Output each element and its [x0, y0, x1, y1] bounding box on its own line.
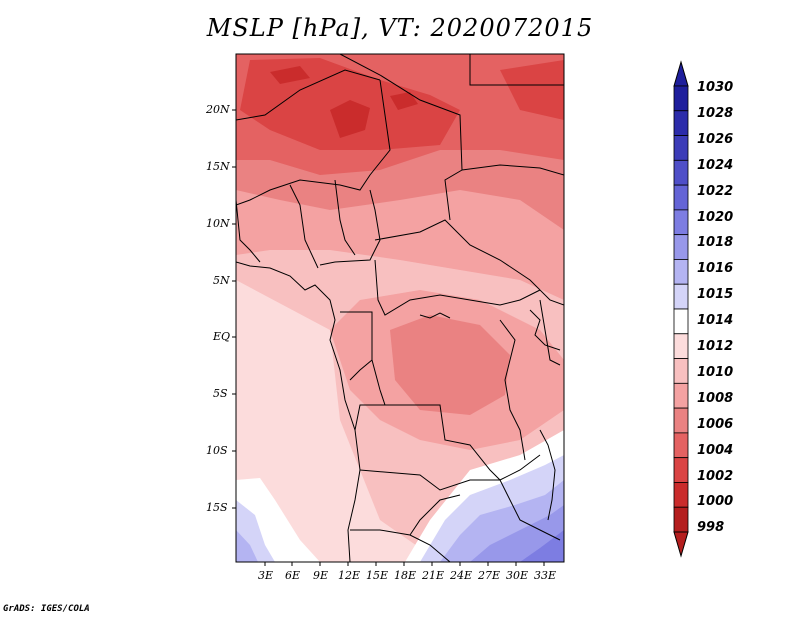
map-title: MSLP [hPa], VT: 2020072015 [206, 14, 594, 42]
colorbar-swatch [673, 283, 689, 310]
lat-label-5s: 5S [213, 387, 228, 400]
colorbar-label: 1018 [697, 235, 734, 251]
colorbar-label: 998 [697, 520, 725, 536]
colorbar-label: 1006 [697, 416, 734, 432]
colorbar-swatch [673, 506, 689, 533]
colorbar-label: 1026 [697, 131, 734, 147]
grads-credit: GrADS: IGES/COLA [3, 604, 90, 614]
lon-label-33e: 33E [534, 569, 557, 582]
lon-label-30e: 30E [506, 569, 529, 582]
lon-label-9e: 9E [313, 569, 329, 582]
lat-label-15n: 15N [206, 160, 230, 173]
colorbar-swatch [673, 407, 689, 434]
colorbar-label: 1008 [697, 390, 734, 406]
colorbar-label: 1015 [697, 287, 734, 303]
lat-label-10s: 10S [206, 444, 228, 457]
lat-label-15s: 15S [206, 501, 228, 514]
colorbar-swatch [673, 159, 689, 186]
lon-label-15e: 15E [366, 569, 389, 582]
lat-label-eq: EQ [213, 330, 231, 343]
lon-label-3e: 3E [258, 569, 274, 582]
colorbar-top-arrow [673, 60, 689, 87]
colorbar-label: 1016 [697, 261, 734, 277]
colorbar-label: 1010 [697, 364, 734, 380]
colorbar-swatch [673, 135, 689, 161]
colorbar-label: 1030 [697, 80, 734, 95]
map-frame [235, 53, 565, 563]
colorbar-swatch [673, 358, 689, 384]
lat-label-20n: 20N [206, 103, 230, 116]
colorbar-swatch [673, 432, 689, 459]
colorbar-label: 1024 [697, 157, 734, 173]
lon-label-27e: 27E [478, 569, 501, 582]
colorbar-swatch [673, 333, 689, 359]
colorbar-swatch [673, 85, 689, 112]
colorbar-swatch [673, 457, 689, 483]
lat-label-5n: 5N [213, 274, 230, 287]
lon-label-6e: 6E [285, 569, 301, 582]
colorbar-label: 1014 [697, 313, 734, 329]
colorbar-label: 1004 [697, 442, 734, 458]
pressure-field [236, 54, 564, 562]
lon-ticks [264, 562, 545, 566]
lon-label-18e: 18E [394, 569, 417, 582]
lon-label-12e: 12E [338, 569, 361, 582]
colorbar-label: 1002 [697, 468, 734, 484]
colorbar-label: 1022 [697, 183, 734, 199]
lat-label-10n: 10N [206, 217, 230, 230]
colorbar-swatch [673, 308, 689, 335]
colorbar-label: 1012 [697, 339, 734, 354]
colorbar [673, 60, 689, 558]
lon-label-21e: 21E [422, 569, 445, 582]
lat-ticks [232, 109, 236, 509]
colorbar-swatch [673, 234, 689, 260]
colorbar-label: 1028 [697, 105, 734, 121]
colorbar-swatch [673, 110, 689, 136]
colorbar-swatch [673, 209, 689, 236]
colorbar-label: 1020 [697, 209, 734, 225]
colorbar-label: 1000 [697, 494, 734, 510]
colorbar-swatch [673, 184, 689, 211]
country-borders [236, 54, 564, 562]
lon-label-24e: 24E [450, 569, 473, 582]
colorbar-swatch [673, 482, 689, 508]
colorbar-bottom-arrow [673, 531, 689, 558]
colorbar-swatch [673, 259, 689, 285]
colorbar-swatch [673, 382, 689, 409]
